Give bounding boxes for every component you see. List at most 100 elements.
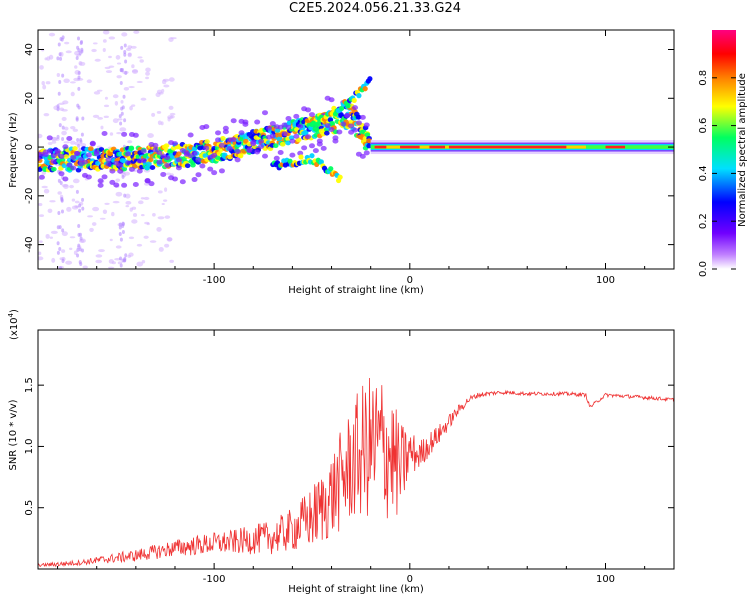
spectrogram-noise-point xyxy=(105,70,113,74)
spectrogram-noise-point xyxy=(111,211,115,217)
spectrogram-streak-point xyxy=(80,132,84,137)
spectrogram-halo-point xyxy=(258,138,265,144)
spectrogram-noise-point xyxy=(56,72,61,77)
spectrogram-noise-point xyxy=(102,30,110,35)
spectrogram-noise-point xyxy=(139,59,144,63)
spectrogram-ridge-point xyxy=(190,162,196,168)
spectrogram-noise-point xyxy=(156,110,162,114)
spectrogram-noise-point xyxy=(151,112,156,117)
spectrogram-halo-point xyxy=(38,174,45,180)
spectrogram-noise-point xyxy=(70,91,75,97)
spectrogram-noise-point xyxy=(116,62,122,65)
spectrogram-ridge-point xyxy=(147,157,154,163)
spectrogram-halo-point xyxy=(38,156,41,162)
spectrogram-noise-point xyxy=(125,200,132,205)
spectrogram-noise-point xyxy=(39,65,44,70)
spectrogram-noise-point xyxy=(65,50,72,54)
spectrogram-ridge-point xyxy=(128,146,135,152)
spectrogram-noise-point xyxy=(79,143,87,147)
spectrogram-ridge-point xyxy=(274,128,281,134)
spectrogram-streak-point xyxy=(81,206,85,211)
spectrogram-streak-point xyxy=(60,196,64,201)
spectrogram-ridge-point xyxy=(88,146,94,152)
spectrogram-halo-point xyxy=(242,119,249,125)
spectrogram-streak-point xyxy=(121,174,125,179)
spectrogram-halo-point xyxy=(211,170,218,176)
spectrogram-streak-point xyxy=(119,237,123,242)
spectrogram-noise-point xyxy=(115,178,121,182)
spectrogram-noise-point xyxy=(119,127,127,132)
spectrogram-halo-point xyxy=(54,148,61,154)
spectrogram-noise-point xyxy=(125,204,130,208)
spectrogram-streak-point xyxy=(75,116,79,121)
spectrogram-halo-point xyxy=(125,151,132,157)
spectrogram-upper-branch-point xyxy=(339,105,345,111)
snr-y-tick-label: 0.5 xyxy=(24,500,35,516)
spectrogram-band-max xyxy=(605,145,626,149)
spectrogram-halo-point xyxy=(262,110,269,116)
spectrogram-x-tick-label: 0 xyxy=(407,275,413,286)
spectrogram-noise-point xyxy=(108,55,112,59)
spectrogram-noise-point xyxy=(61,249,66,253)
spectrogram-streak-point xyxy=(77,143,81,148)
spectrogram-lower-branch-point xyxy=(337,174,343,180)
spectrogram-halo-point xyxy=(305,134,312,140)
spectrogram-noise-point xyxy=(137,56,143,59)
spectrogram-streak-point xyxy=(124,253,128,258)
spectrogram-streak-point xyxy=(77,48,81,53)
spectrogram-streak-point xyxy=(57,210,61,215)
spectrogram-streak-point xyxy=(118,225,122,230)
spectrogram-noise-point xyxy=(71,198,76,202)
spectrogram-streak-point xyxy=(56,250,60,255)
spectrogram-halo-point xyxy=(113,182,120,188)
spectrogram-noise-point xyxy=(96,89,103,92)
spectrogram-halo-point xyxy=(191,177,198,183)
spectrogram-halo-point xyxy=(301,145,308,151)
spectrogram-streak-point xyxy=(58,123,62,128)
spectrogram-halo-point xyxy=(179,179,186,185)
spectrogram-streak-point xyxy=(78,208,82,213)
spectrogram-noise-point xyxy=(46,56,51,61)
spectrogram-x-tick-label: 100 xyxy=(596,275,615,286)
spectrogram-streak-point xyxy=(77,70,81,75)
spectrogram-noise-point xyxy=(38,202,43,207)
spectrogram-noise-point xyxy=(147,133,154,138)
spectrogram-ridge-point xyxy=(184,163,191,169)
spectrogram-halo-point xyxy=(156,159,163,165)
spectrogram-streak-point xyxy=(78,203,82,208)
spectrogram-noise-point xyxy=(42,84,47,90)
spectrogram-noise-point xyxy=(63,184,69,189)
spectrogram-noise-point xyxy=(49,236,54,239)
spectrogram-ridge-point xyxy=(220,136,226,141)
spectrogram-noise-point xyxy=(164,243,170,248)
spectrogram-ridge-point xyxy=(107,151,114,157)
spectrogram-streak-point xyxy=(61,125,65,130)
spectrogram-halo-point xyxy=(195,157,202,163)
spectrogram-noise-point xyxy=(47,141,53,146)
colorbar-tick-label: 0.4 xyxy=(698,165,709,181)
spectrogram-lower-branch-point xyxy=(309,153,315,159)
spectrogram-y-tick-label: -40 xyxy=(24,236,35,252)
spectrogram-noise-point xyxy=(168,77,175,82)
colorbar: 0.0 0.2 0.4 0.6 0.8 Normalized spectral ampl… xyxy=(698,30,748,277)
spectrogram-halo-point xyxy=(289,152,296,158)
spectrogram-halo-point xyxy=(46,148,53,154)
spectrogram-noise-point xyxy=(102,39,107,43)
spectrogram-halo-point xyxy=(191,150,198,156)
spectrogram-noise-point xyxy=(63,141,71,144)
spectrogram-noise-point xyxy=(132,213,138,217)
snr-panel: -100 0 100 0.5 1.0 1.5 Height of straight lin… xyxy=(7,309,675,595)
spectrogram-noise-point xyxy=(69,184,74,189)
spectrogram-halo-point xyxy=(293,113,300,119)
spectrogram-halo-point xyxy=(101,131,108,137)
spectrogram-halo-point xyxy=(254,119,261,125)
spectrogram-halo-point xyxy=(140,158,147,164)
spectrogram-halo-point xyxy=(105,161,112,167)
spectrogram-y-tick-label: 40 xyxy=(24,43,35,56)
spectrogram-noise-point xyxy=(103,115,109,118)
spectrogram-ridge-point xyxy=(237,153,244,159)
spectrogram-halo-point xyxy=(254,149,261,155)
spectrogram-noise-point xyxy=(111,261,116,265)
spectrogram-panel: -100 0 100 40 20 0 -20 -40 Height of straight l… xyxy=(8,29,675,296)
spectrogram-halo-point xyxy=(218,142,225,148)
